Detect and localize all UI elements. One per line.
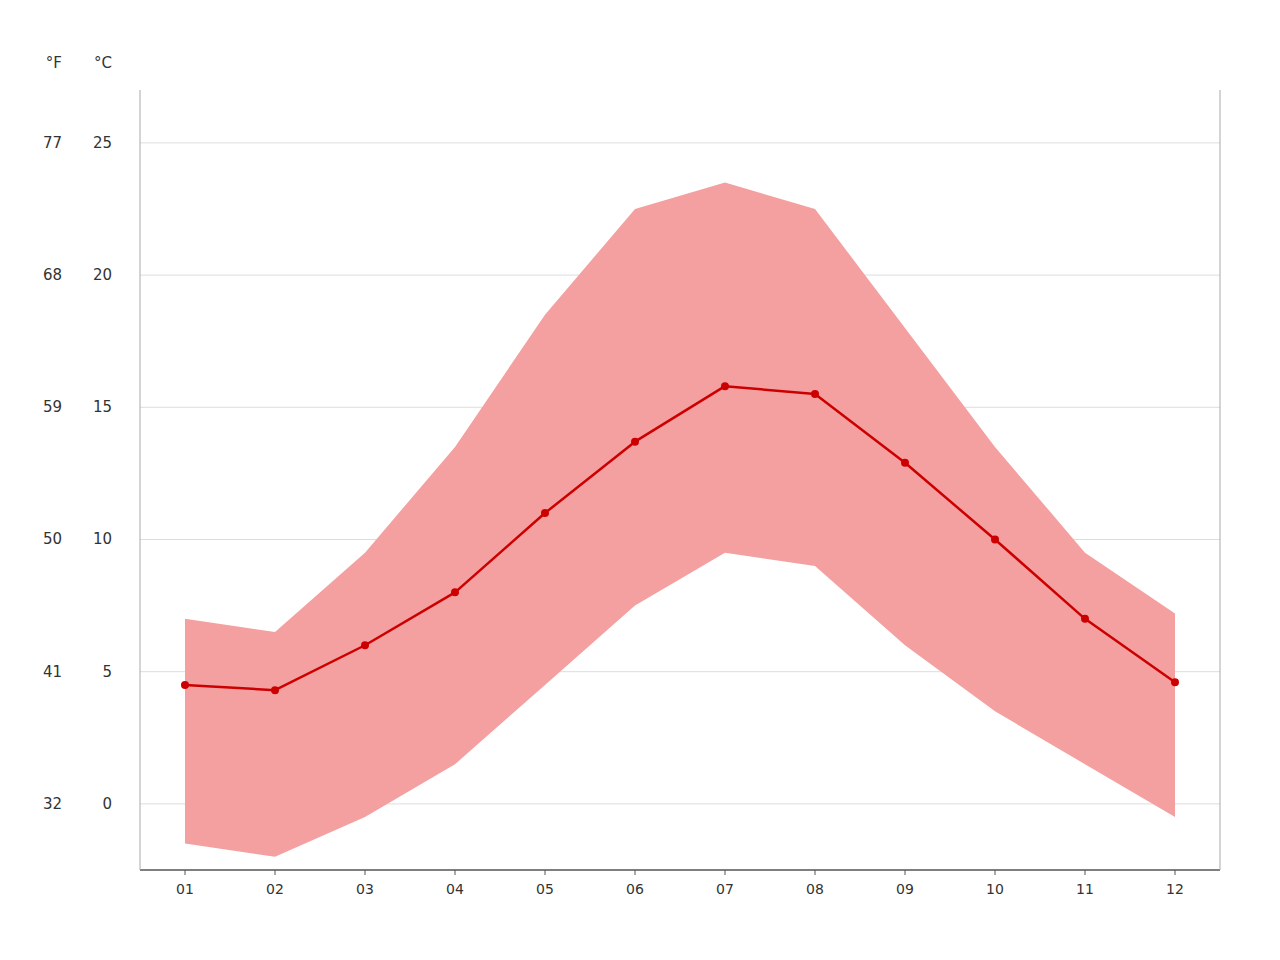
grid-line xyxy=(140,142,1220,143)
point xyxy=(721,382,729,390)
x-tick xyxy=(545,870,546,875)
x-tick xyxy=(365,870,366,875)
tick-labels: 0 5 10 15 20 25 32 41 50 59 68 77 °C °F xyxy=(43,54,112,813)
avg-line xyxy=(185,386,1175,690)
y2-tick-label: 50 xyxy=(43,530,62,548)
point xyxy=(1081,615,1089,623)
x-tick xyxy=(1085,870,1086,875)
y-axis-label: °C xyxy=(94,54,112,72)
page: {"chart_data": {"type": "line", "x": [1,… xyxy=(0,0,1280,960)
x-tick xyxy=(275,870,276,875)
x-tick-label: 08 xyxy=(806,881,824,897)
chart: 0510152025324150596877°C°F01020304050607… xyxy=(0,0,1280,960)
x-tick xyxy=(815,870,816,875)
x-tick xyxy=(1175,870,1176,875)
point xyxy=(901,459,909,467)
y-tick-label: 15 xyxy=(93,398,112,416)
point xyxy=(541,509,549,517)
point xyxy=(631,438,639,446)
y-axis-line xyxy=(140,90,141,870)
y2-tick-label: 59 xyxy=(43,398,62,416)
y-tick-label: 20 xyxy=(93,266,112,284)
x-tick xyxy=(995,870,996,875)
x-tick-label: 09 xyxy=(896,881,914,897)
x-tick xyxy=(905,870,906,875)
y-tick-label: 0 xyxy=(102,795,112,813)
x-tick-label: 01 xyxy=(176,881,194,897)
x-tick-label: 11 xyxy=(1076,881,1094,897)
x-tick-label: 04 xyxy=(446,881,464,897)
x-tick-label: 10 xyxy=(986,881,1004,897)
x-tick xyxy=(725,870,726,875)
y2-tick-label: 77 xyxy=(43,134,62,152)
point xyxy=(361,641,369,649)
range-area xyxy=(185,183,1175,857)
point xyxy=(991,535,999,543)
x-axis-line xyxy=(140,869,1220,871)
x-tick-label: 03 xyxy=(356,881,374,897)
point xyxy=(181,681,189,689)
x-tick-label: 02 xyxy=(266,881,284,897)
y2-tick-label: 41 xyxy=(43,663,62,681)
background xyxy=(0,0,1280,960)
y2-tick-label: 68 xyxy=(43,266,62,284)
x-tick-label: 12 xyxy=(1166,881,1184,897)
y2-axis-label: °F xyxy=(46,54,62,72)
x-tick xyxy=(635,870,636,875)
axes: 01 02 03 04 05 06 07 08 09 10 11 12 xyxy=(140,90,1220,897)
plot-area xyxy=(181,183,1179,857)
point xyxy=(271,686,279,694)
right-axis-line xyxy=(1220,90,1221,870)
x-tick xyxy=(455,870,456,875)
point xyxy=(451,588,459,596)
y2-tick-label: 32 xyxy=(43,795,62,813)
point xyxy=(811,390,819,398)
y-tick-label: 5 xyxy=(102,663,112,681)
x-tick-label: 07 xyxy=(716,881,734,897)
point xyxy=(1171,678,1179,686)
y-tick-label: 10 xyxy=(93,530,112,548)
y-tick-label: 25 xyxy=(93,134,112,152)
x-tick-label: 05 xyxy=(536,881,554,897)
x-tick-label: 06 xyxy=(626,881,644,897)
x-tick xyxy=(185,870,186,875)
